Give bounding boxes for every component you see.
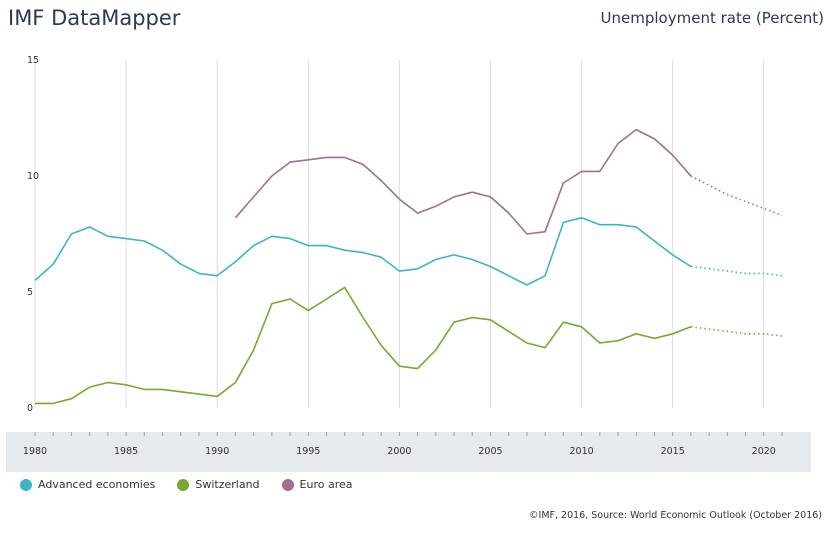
series-forecast-euro[interactable] [690, 175, 783, 217]
legend-swatch-switzerland [177, 478, 190, 491]
timeline-band[interactable] [6, 432, 811, 472]
y-tick-label: 0 [27, 403, 33, 414]
series-line-switzerland[interactable] [35, 286, 692, 405]
legend-label-euro: Euro area [299, 478, 353, 491]
series-line-advanced[interactable] [34, 217, 692, 286]
axis-labels: 1980 1985 1990 1995 2000 2005 2010 2015 2020 0 5 10… [23, 55, 783, 457]
legend-swatch-advanced [20, 478, 32, 491]
y-tick-label: 5 [27, 287, 33, 298]
legend-label-switzerland: Switzerland [195, 478, 260, 491]
legend-item-switzerland[interactable]: Switzerland [177, 478, 260, 491]
legend-swatch-euro [281, 478, 294, 491]
series-forecast-advanced[interactable] [690, 265, 783, 277]
x-tick-label: 2020 [752, 446, 776, 457]
x-tick-label: 1990 [205, 446, 229, 457]
brand-title: IMF DataMapper [8, 6, 181, 30]
x-tick-label: 2005 [478, 446, 502, 457]
x-tick-label: 2010 [569, 446, 593, 457]
legend: Advanced economies Switzerland Euro area [20, 478, 353, 491]
grid-lines [34, 60, 765, 408]
source-credit: ©IMF, 2016, Source: World Economic Outlo… [529, 510, 822, 521]
x-tick-label: 2000 [387, 446, 411, 457]
x-tick-label: 2015 [661, 446, 685, 457]
series-line-euro[interactable] [234, 128, 692, 235]
legend-label-advanced: Advanced economies [38, 478, 156, 491]
series-forecast-switzerland[interactable] [690, 326, 783, 337]
y-tick-label: 15 [27, 55, 39, 66]
legend-item-advanced[interactable]: Advanced economies [20, 478, 155, 491]
y-tick-label: 10 [27, 171, 39, 182]
indicator-title: Unemployment rate (Percent) [600, 9, 824, 27]
x-tick-label: 1985 [114, 446, 138, 457]
x-tick-label: 1995 [296, 446, 320, 457]
series-lines [34, 128, 783, 405]
x-tick-label: 1980 [23, 446, 47, 457]
legend-item-euro[interactable]: Euro area [281, 478, 353, 491]
